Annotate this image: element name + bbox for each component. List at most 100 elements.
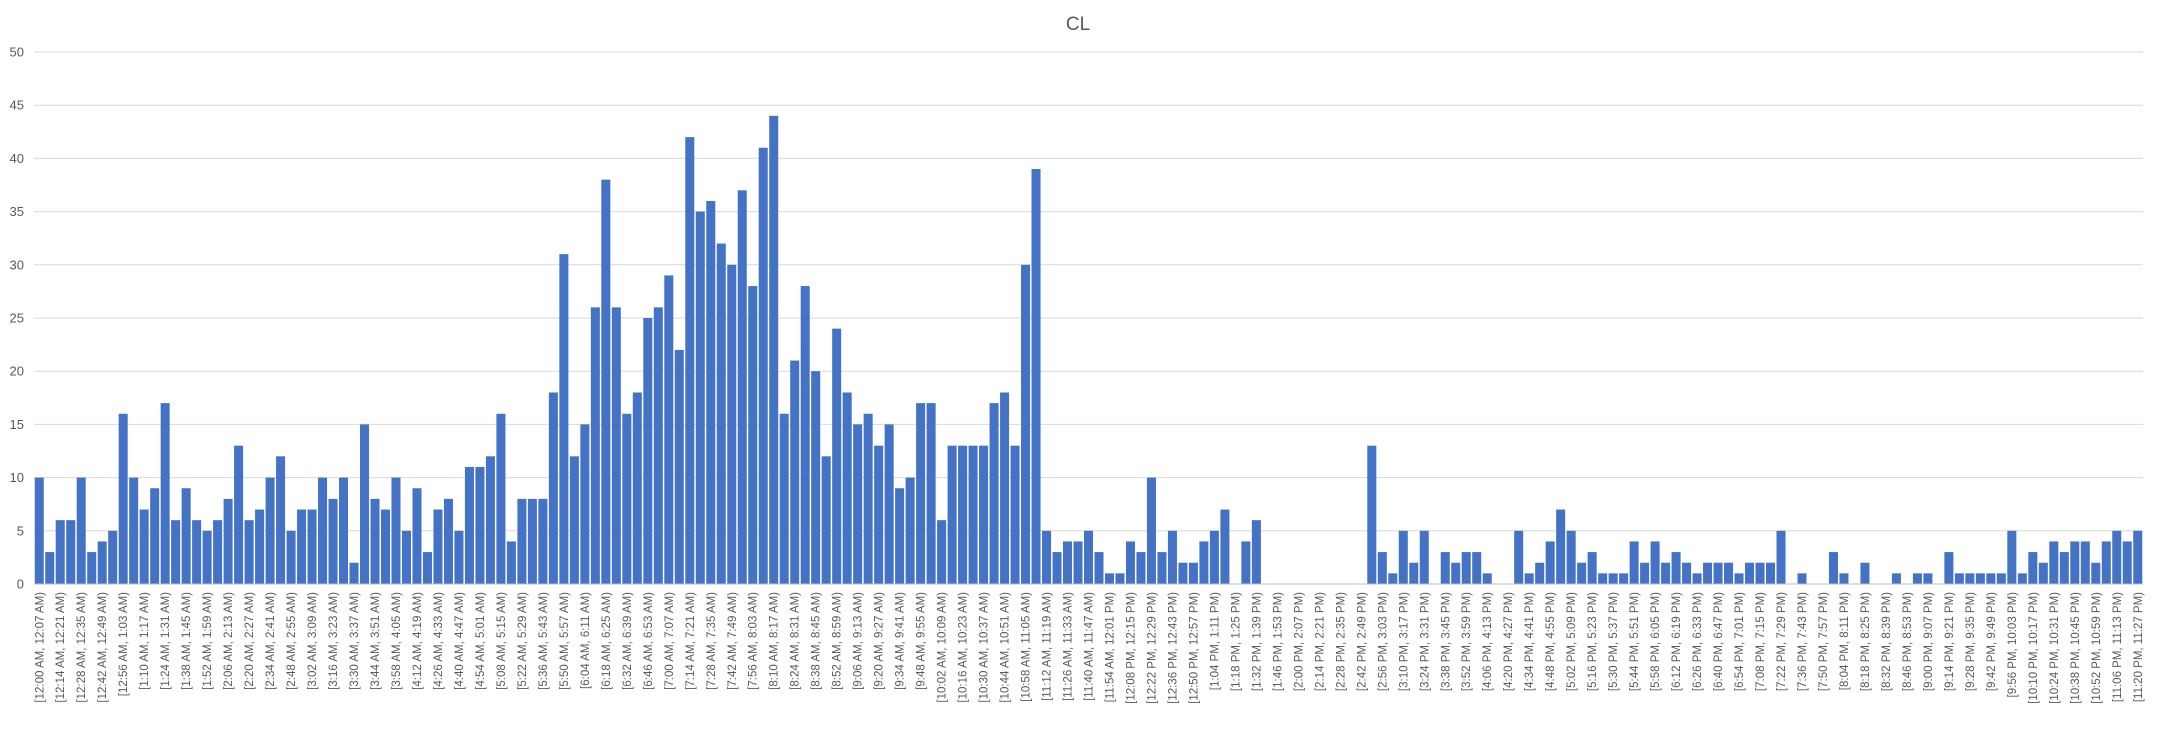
bar: [821, 456, 831, 584]
bar: [1461, 552, 1471, 584]
bar: [674, 349, 684, 584]
bar: [1031, 169, 1041, 585]
x-tick-label: [9:42 PM, 9:49 PM): [1986, 592, 1998, 691]
bar: [370, 498, 380, 584]
x-tick-label: [10:30 AM, 10:37 AM): [979, 592, 991, 703]
bar: [464, 466, 474, 584]
bar: [202, 530, 212, 584]
bar: [1021, 264, 1031, 584]
bar: [2007, 530, 2017, 584]
bar: [1566, 530, 1576, 584]
bar: [559, 254, 569, 584]
bar: [55, 520, 65, 584]
x-tick-label: [8:32 PM, 8:39 PM): [1881, 592, 1893, 691]
x-tick-label: [8:38 AM, 8:45 AM): [811, 592, 823, 690]
x-tick-label: [6:26 PM, 6:33 PM): [1692, 592, 1704, 691]
x-tick-label: [8:46 PM, 8:53 PM): [1902, 592, 1914, 691]
bar: [2059, 552, 2069, 584]
x-tick-label: [7:14 AM, 7:21 AM): [685, 592, 697, 690]
y-tick-label: 45: [10, 98, 24, 113]
bar: [244, 520, 254, 584]
x-tick-label: [4:48 PM, 4:55 PM): [1545, 592, 1557, 691]
bar: [548, 392, 558, 584]
x-tick-label: [10:44 AM, 10:51 AM): [1000, 592, 1012, 703]
x-tick-label: [1:04 PM, 1:11 PM): [1209, 592, 1221, 690]
bar: [2101, 541, 2111, 584]
x-tick-label: [8:10 AM, 8:17 AM): [769, 592, 781, 690]
bar: [832, 328, 842, 584]
bar: [87, 552, 97, 584]
bar: [2070, 541, 2080, 584]
x-tick-label: [12:50 PM, 12:57 PM): [1188, 592, 1200, 704]
bar: [1514, 530, 1524, 584]
bar: [2080, 541, 2090, 584]
bar: [968, 445, 978, 584]
bar: [1724, 562, 1734, 584]
bar: [1251, 520, 1261, 584]
x-tick-label: [1:24 AM, 1:31 AM): [160, 592, 172, 690]
bar: [1923, 573, 1933, 584]
x-tick-label: [2:34 AM, 2:41 AM): [265, 592, 277, 690]
bar: [2038, 562, 2048, 584]
bar: [1367, 445, 1377, 584]
bar: [590, 307, 600, 584]
bar: [1209, 530, 1219, 584]
bar: [1157, 552, 1167, 584]
bar: [412, 488, 422, 584]
bar: [97, 541, 107, 584]
x-tick-label: [5:50 AM, 5:57 AM): [559, 592, 571, 690]
bar: [139, 509, 149, 584]
bar: [1954, 573, 1964, 584]
gridlines: [34, 51, 2143, 532]
bar: [2017, 573, 2027, 584]
bar: [1608, 573, 1618, 584]
y-axis-ticks: 0 5 10 15 20 25 30 35 40 45 50: [10, 45, 24, 592]
bar: [1755, 562, 1765, 584]
x-tick-label: [12:22 PM, 12:29 PM): [1146, 592, 1158, 704]
bar: [1199, 541, 1209, 584]
x-tick-label: [9:20 AM, 9:27 AM): [874, 592, 886, 690]
bar: [874, 445, 884, 584]
x-tick-label: [4:26 AM, 4:33 AM): [433, 592, 445, 690]
x-tick-label: [4:40 AM, 4:47 AM): [454, 592, 466, 690]
x-tick-label: [7:08 PM, 7:15 PM): [1755, 592, 1767, 691]
bar: [1535, 562, 1545, 584]
y-tick-label: 15: [10, 417, 24, 432]
bar: [443, 498, 453, 584]
x-tick-label: [2:14 PM, 2:21 PM): [1314, 592, 1326, 691]
bar: [905, 477, 915, 584]
bar: [1891, 573, 1901, 584]
x-tick-label: [6:54 PM, 7:01 PM): [1734, 592, 1746, 691]
x-tick-label: [9:48 AM, 9:55 AM): [916, 592, 928, 690]
x-tick-label: [11:54 AM, 12:01 PM): [1104, 592, 1116, 703]
bar: [297, 509, 307, 584]
bar: [265, 477, 275, 584]
bar: [1241, 541, 1251, 584]
bar: [601, 179, 611, 584]
x-tick-label: [3:10 PM, 3:17 PM): [1398, 592, 1410, 691]
bar: [1409, 562, 1419, 584]
bar: [884, 424, 894, 584]
x-tick-label: [10:58 AM, 11:05 AM): [1021, 592, 1033, 702]
x-tick-label: [10:02 AM, 10:09 AM): [937, 592, 949, 703]
bar: [118, 413, 128, 584]
bar: [66, 520, 76, 584]
x-tick-label: [4:54 AM, 5:01 AM): [475, 592, 487, 690]
x-tick-label: [6:32 AM, 6:39 AM): [622, 592, 634, 690]
bars: [34, 115, 2143, 585]
x-tick-label: [3:16 AM, 3:23 AM): [328, 592, 340, 690]
bar: [1451, 562, 1461, 584]
x-tick-label: [8:18 PM, 8:25 PM): [1860, 592, 1872, 691]
x-tick-label: [11:26 AM, 11:33 AM): [1063, 592, 1075, 701]
bar: [1104, 573, 1114, 584]
x-tick-label: [9:28 PM, 9:35 PM): [1965, 592, 1977, 691]
bar: [1178, 562, 1188, 584]
x-tick-label: [6:04 AM, 6:11 AM): [580, 592, 592, 689]
bar: [360, 424, 370, 584]
x-tick-label: [7:28 AM, 7:35 AM): [706, 592, 718, 690]
bar: [34, 477, 44, 584]
bar: [401, 530, 411, 584]
bar: [1472, 552, 1482, 584]
x-tick-label: [7:56 AM, 8:03 AM): [748, 592, 760, 690]
